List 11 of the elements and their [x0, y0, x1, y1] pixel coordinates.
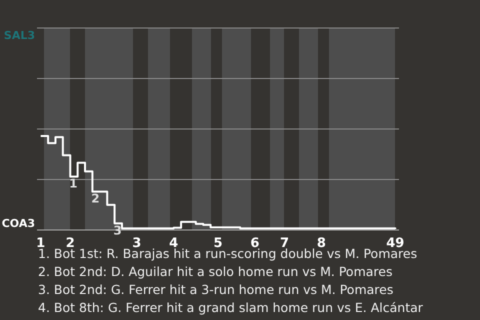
text: COA3 — [2, 217, 35, 230]
text: 2. Bot 2nd: D. Aguilar hit a solo home run vs M. Pomares — [38, 263, 394, 281]
x-tick-label: 5 — [213, 236, 223, 252]
text: SAL3 — [4, 29, 35, 42]
text: 4. Bot 8th: G. Ferrer hit a grand slam home run vs E. Alcántar — [38, 299, 423, 317]
text: 3. Bot 2nd: G. Ferrer hit a 3-run home run vs M. Pomares — [38, 281, 394, 299]
x-tick-label: 8 — [316, 236, 326, 252]
annotation: 1 — [69, 176, 78, 191]
annotation: 2 — [91, 192, 100, 206]
x-tick-label: 3 — [132, 236, 142, 252]
x-tick-label: 49 — [386, 236, 404, 252]
